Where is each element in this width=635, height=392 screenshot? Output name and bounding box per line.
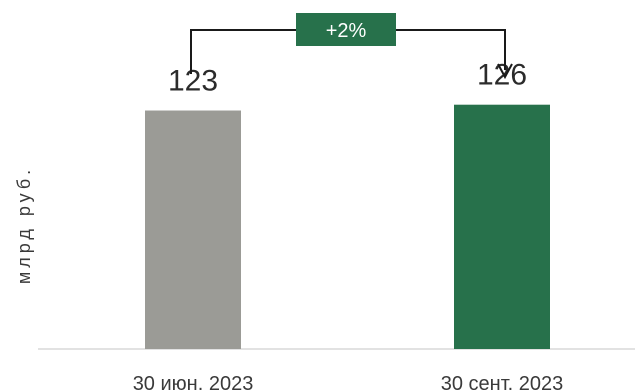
- value-label-1: 123: [168, 65, 218, 98]
- arrow-down-icon: [497, 63, 513, 80]
- change-badge: [296, 13, 396, 46]
- bars-group: 123 30 июн. 2023 126 30 сент. 2023: [133, 59, 564, 392]
- x-tick-label-1: 30 июн. 2023: [133, 373, 254, 392]
- change-badge-text: +2%: [326, 20, 367, 42]
- y-axis-label: млрд руб.: [14, 166, 34, 284]
- bar-1: [145, 110, 241, 350]
- bar-2: [454, 104, 550, 349]
- x-tick-label-2: 30 сент. 2023: [441, 373, 564, 392]
- value-label-2: 126: [477, 59, 527, 92]
- change-annotation: +2%: [190, 13, 513, 80]
